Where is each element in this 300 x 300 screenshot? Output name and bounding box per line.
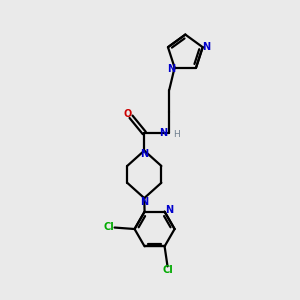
- Text: Cl: Cl: [104, 222, 115, 232]
- Text: H: H: [173, 130, 180, 139]
- Text: N: N: [202, 42, 210, 52]
- Text: N: N: [140, 196, 148, 207]
- Text: N: N: [167, 64, 175, 74]
- Text: N: N: [140, 149, 148, 159]
- Text: O: O: [123, 109, 132, 119]
- Text: N: N: [165, 205, 173, 215]
- Text: N: N: [159, 128, 167, 138]
- Text: Cl: Cl: [163, 265, 173, 275]
